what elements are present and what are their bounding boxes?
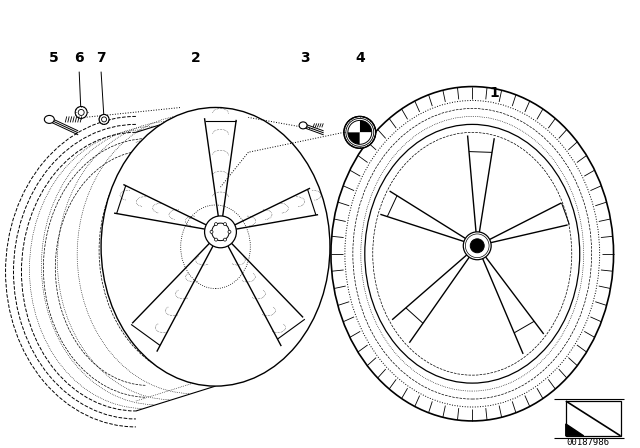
Text: 7: 7 bbox=[96, 51, 106, 65]
Text: 6: 6 bbox=[74, 51, 84, 65]
Text: 1: 1 bbox=[489, 86, 499, 99]
Circle shape bbox=[205, 216, 236, 248]
Circle shape bbox=[463, 232, 491, 260]
Circle shape bbox=[228, 230, 231, 233]
Text: 5: 5 bbox=[49, 51, 58, 65]
Polygon shape bbox=[566, 424, 584, 436]
Polygon shape bbox=[360, 132, 372, 144]
Text: 4: 4 bbox=[355, 51, 365, 65]
Circle shape bbox=[470, 239, 484, 253]
Text: 00187986: 00187986 bbox=[566, 438, 609, 447]
Circle shape bbox=[214, 238, 218, 241]
Circle shape bbox=[99, 114, 109, 125]
Circle shape bbox=[102, 117, 106, 122]
Ellipse shape bbox=[22, 132, 250, 411]
Polygon shape bbox=[348, 132, 360, 144]
Ellipse shape bbox=[101, 108, 330, 386]
Ellipse shape bbox=[365, 125, 580, 383]
Circle shape bbox=[212, 223, 229, 241]
Circle shape bbox=[214, 223, 218, 226]
Ellipse shape bbox=[331, 86, 614, 421]
Circle shape bbox=[210, 230, 213, 233]
Ellipse shape bbox=[44, 116, 54, 123]
Circle shape bbox=[344, 116, 376, 148]
Polygon shape bbox=[360, 121, 372, 132]
Bar bbox=[566, 401, 621, 436]
Circle shape bbox=[223, 238, 227, 241]
Circle shape bbox=[223, 223, 227, 226]
Text: 2: 2 bbox=[191, 51, 200, 65]
Circle shape bbox=[76, 107, 87, 118]
Circle shape bbox=[78, 109, 84, 116]
Text: 3: 3 bbox=[300, 51, 310, 65]
Ellipse shape bbox=[299, 122, 307, 129]
Polygon shape bbox=[348, 121, 360, 132]
